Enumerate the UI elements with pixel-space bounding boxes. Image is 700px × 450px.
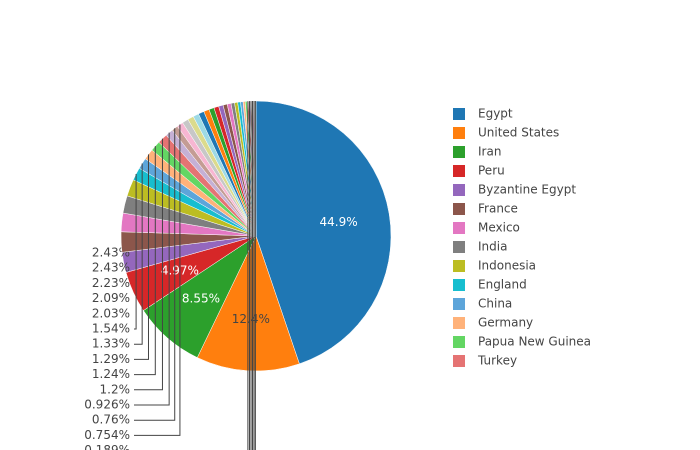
- leader-line: [134, 128, 176, 421]
- legend-label: Indonesia: [478, 259, 536, 273]
- legend-label: Egypt: [478, 107, 513, 121]
- legend-swatch: [453, 165, 465, 177]
- leader-line: [248, 101, 250, 450]
- legend-swatch: [453, 241, 465, 253]
- legend-swatch: [453, 260, 465, 272]
- legend-swatch: [453, 355, 465, 367]
- slice-label: 2.23%: [92, 276, 130, 290]
- legend-label: Papua New Guinea: [478, 335, 591, 349]
- legend-label: India: [478, 240, 507, 254]
- leader-line: [254, 101, 256, 450]
- slice-label: 2.43%: [92, 261, 130, 275]
- pie-slice: [255, 100, 392, 365]
- slice-label: 2.03%: [92, 306, 130, 320]
- legend-swatch: [453, 203, 465, 215]
- legend-label: France: [478, 202, 518, 216]
- legend-label: Byzantine Egypt: [478, 183, 576, 197]
- leader-line: [250, 101, 252, 450]
- legend-label: Germany: [478, 316, 533, 330]
- slice-label: 0.754%: [84, 428, 130, 442]
- legend-label: Iran: [478, 145, 501, 159]
- slice-label: 2.09%: [92, 291, 130, 305]
- legend-swatch: [453, 279, 465, 291]
- legend-swatch: [453, 108, 465, 120]
- legend-label: England: [478, 278, 527, 292]
- leader-line: [134, 154, 149, 360]
- legend-swatch: [453, 298, 465, 310]
- leader-line: [134, 163, 143, 345]
- legend-label: China: [478, 297, 512, 311]
- legend-swatch: [453, 336, 465, 348]
- slice-label: 2.43%: [92, 246, 130, 260]
- legend-label: Mexico: [478, 221, 520, 235]
- legend-label: Turkey: [477, 354, 517, 368]
- slice-label: 1.29%: [92, 352, 130, 366]
- leader-line: [134, 138, 163, 391]
- leader-line: [134, 173, 137, 330]
- legend-label: Peru: [478, 164, 505, 178]
- slice-label: 0.926%: [84, 398, 130, 412]
- slice-label: 1.24%: [92, 367, 130, 381]
- leader-line: [253, 101, 255, 450]
- legend-swatch: [453, 222, 465, 234]
- slice-label: 1.54%: [92, 322, 130, 336]
- legend-swatch: [453, 127, 465, 139]
- slice-label: 1.2%: [100, 382, 131, 396]
- slice-label: 44.9%: [320, 215, 358, 229]
- leader-line: [252, 101, 254, 450]
- leader-line: [134, 124, 181, 436]
- leader-line: [134, 132, 170, 406]
- legend-label: United States: [478, 126, 559, 140]
- legend-swatch: [453, 184, 465, 196]
- legend-swatch: [453, 317, 465, 329]
- slice-label: 1.33%: [92, 337, 130, 351]
- leader-line: [247, 101, 249, 450]
- slice-label: 0.76%: [92, 413, 130, 427]
- slice-label: 0.189%: [84, 443, 130, 450]
- legend-swatch: [453, 146, 465, 158]
- slice-label: 8.55%: [182, 292, 220, 306]
- leader-line: [134, 146, 156, 376]
